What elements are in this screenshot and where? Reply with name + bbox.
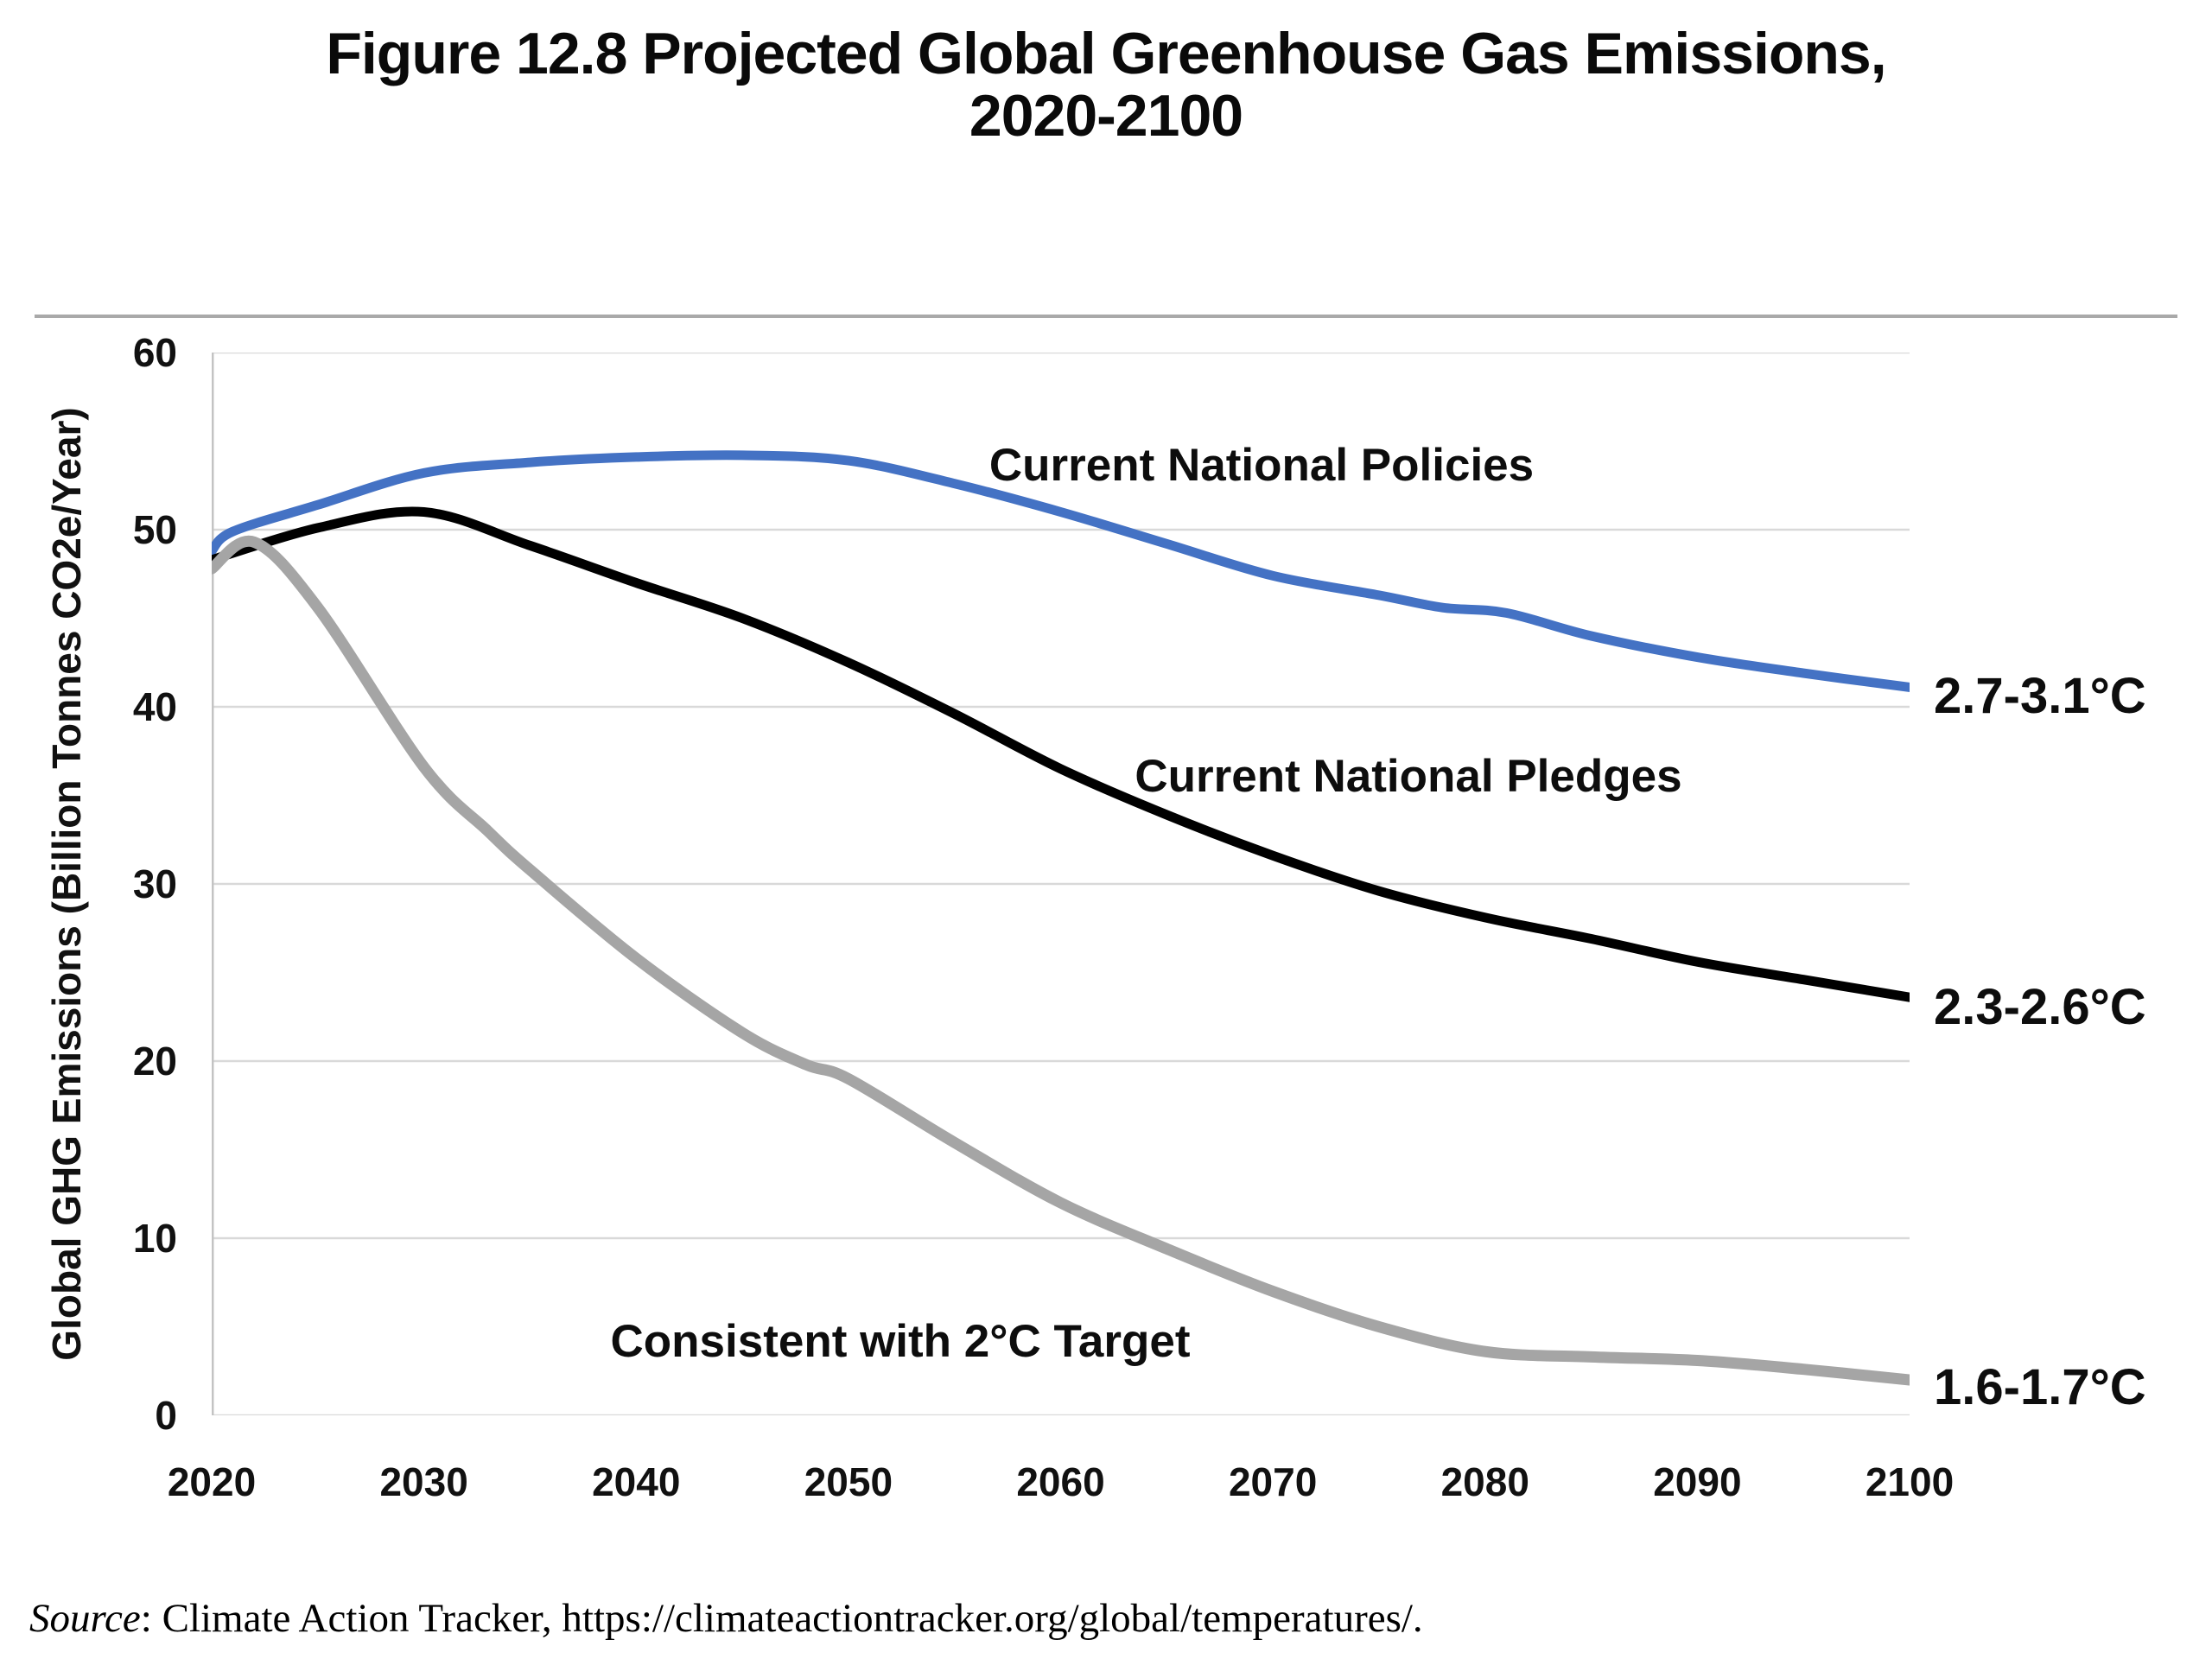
series-line-current-national-pledges [207, 506, 1915, 1002]
series-line-consistent-with-2-c-target [206, 535, 1916, 1386]
series-line-current-national-policies [207, 450, 1915, 692]
source-word: Source [29, 1596, 141, 1641]
y-tick-label: 40 [132, 684, 177, 729]
y-tick-label: 50 [132, 507, 177, 552]
figure-title-line1: Figure 12.8 Projected Global Greenhouse … [326, 21, 1886, 86]
y-tick-label: 20 [132, 1039, 177, 1084]
source-note: Source: Climate Action Tracker, https://… [29, 1595, 2190, 1642]
x-tick-label: 2080 [1440, 1459, 1529, 1504]
x-tick-label: 2030 [379, 1459, 468, 1504]
line-chart [206, 351, 1916, 1417]
plot-area [206, 351, 1916, 1417]
x-tick-label: 2040 [592, 1459, 681, 1504]
figure-title: Figure 12.8 Projected Global Greenhouse … [0, 22, 2212, 147]
x-tick-label: 2020 [167, 1459, 257, 1504]
x-tick-label: 2070 [1228, 1459, 1318, 1504]
y-tick-label: 60 [132, 330, 177, 375]
series-label-consistent-with-2c-target: Consistent with 2°C Target [610, 1316, 1191, 1367]
series-label-current-national-policies: Current National Policies [988, 440, 1535, 491]
figure-title-line2: 2020-2100 [969, 83, 1243, 149]
x-tick-label: 2090 [1653, 1459, 1742, 1504]
temp-range-label-policies: 2.7-3.1°C [1934, 668, 2146, 724]
y-tick-label: 30 [132, 861, 177, 906]
temp-range-label-pledges: 2.3-2.6°C [1934, 979, 2146, 1035]
x-tick-label: 2050 [804, 1459, 893, 1504]
x-tick-label: 2100 [1865, 1459, 1955, 1504]
divider-line [35, 315, 2177, 318]
series-label-current-national-pledges: Current National Pledges [1135, 751, 1682, 802]
y-tick-label: 10 [132, 1216, 177, 1261]
source-text: : Climate Action Tracker, https://climat… [140, 1596, 1423, 1641]
y-tick-label: 0 [155, 1393, 177, 1438]
x-tick-label: 2060 [1016, 1459, 1105, 1504]
temp-range-label-target: 1.6-1.7°C [1934, 1359, 2146, 1415]
